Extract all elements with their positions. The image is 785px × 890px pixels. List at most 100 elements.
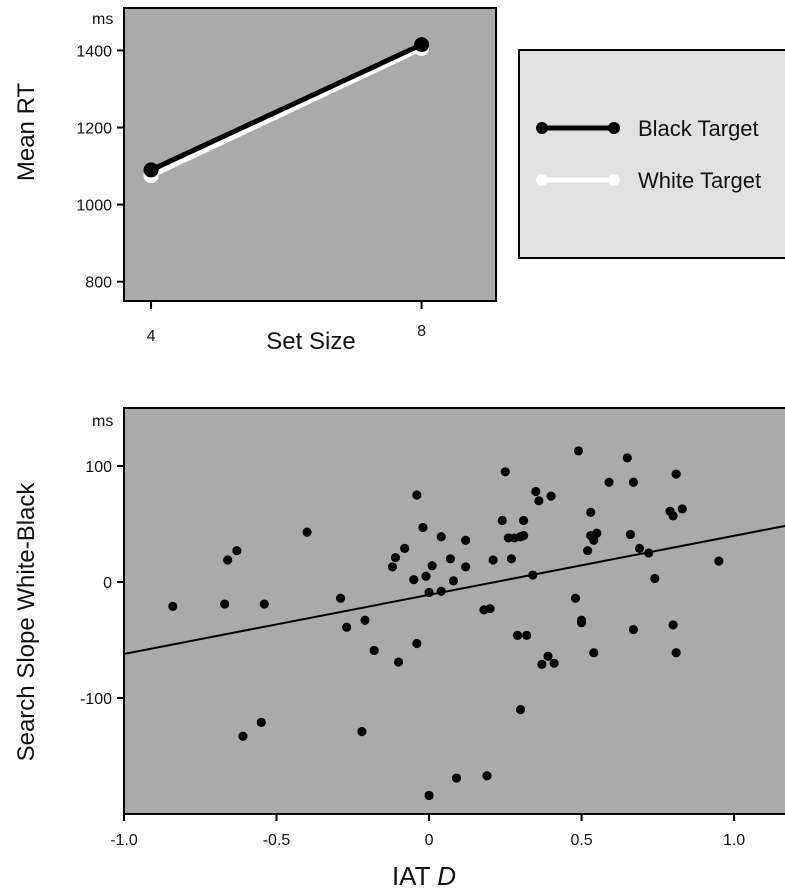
scatter-chart: -100 0 100 -1.0 -0.5 0 0.5 1.0 ms Search Slope… — [13, 407, 785, 890]
scatter-point — [573, 446, 584, 456]
scatter-y-tick-label: 0 — [103, 575, 112, 592]
scatter-point — [515, 705, 526, 715]
legend-swatch-white-marker — [608, 174, 620, 186]
top-series-line — [149, 46, 423, 178]
scatter-point — [427, 561, 437, 571]
scatter-point — [549, 658, 559, 668]
scatter-point — [537, 659, 547, 669]
scatter-point — [589, 535, 599, 545]
regression-line — [123, 524, 785, 655]
scatter-point — [369, 645, 379, 656]
scatter-point — [360, 615, 370, 625]
scatter-point — [628, 624, 639, 635]
scatter-point — [668, 620, 678, 630]
scatter-point — [671, 469, 681, 479]
scatter-point — [634, 543, 645, 553]
scatter-point — [445, 554, 455, 564]
scatter-point — [409, 575, 419, 585]
scatter-point — [220, 599, 230, 609]
scatter-x-tick-label: 0.5 — [570, 832, 592, 849]
scatter-y-tick-label: -100 — [80, 691, 112, 708]
top-y-axis: 800 1000 1200 1400 — [76, 43, 124, 292]
scatter-point — [451, 773, 462, 783]
scatter-point — [677, 504, 687, 514]
scatter-point — [531, 486, 541, 497]
scatter-point — [534, 496, 544, 506]
scatter-point — [519, 531, 529, 541]
scatter-point — [583, 546, 593, 556]
scatter-point — [622, 453, 632, 463]
top-y-tick-label: 1200 — [76, 121, 112, 138]
scatter-point — [570, 593, 581, 603]
scatter-point — [387, 562, 398, 572]
scatter-point — [604, 477, 614, 487]
scatter-point — [412, 490, 422, 500]
scatter-y-axis-label: Search Slope White-Black — [13, 482, 40, 762]
scatter-point — [412, 638, 422, 649]
scatter-point — [625, 529, 635, 540]
scatter-point — [259, 599, 269, 609]
scatter-y-unit: ms — [92, 413, 113, 430]
scatter-point — [400, 543, 410, 553]
scatter-point — [512, 630, 523, 640]
scatter-points-group — [168, 446, 724, 801]
top-series-black-target — [143, 37, 430, 178]
scatter-point — [223, 555, 233, 565]
top-y-axis-label: Mean RT — [13, 83, 40, 182]
scatter-x-tick-label: 1.0 — [723, 832, 745, 849]
scatter-point — [256, 717, 266, 727]
top-x-axis-label: Set Size — [266, 328, 355, 355]
top-series-marker — [143, 162, 159, 178]
top-x-tick-label: 8 — [417, 323, 426, 340]
scatter-point — [342, 622, 352, 632]
legend-box — [518, 49, 785, 259]
scatter-x-axis: -1.0 -0.5 0 0.5 1.0 — [110, 814, 745, 849]
scatter-point — [485, 604, 495, 614]
scatter-y-axis: -100 0 100 — [80, 459, 124, 708]
top-y-tick-label: 800 — [85, 275, 112, 292]
scatter-y-tick-label: 100 — [85, 459, 112, 476]
scatter-point — [232, 546, 242, 556]
scatter-point — [357, 727, 367, 737]
scatter-point — [671, 648, 681, 658]
top-y-tick-label: 1000 — [76, 198, 112, 215]
scatter-x-axis-label: IAT D — [392, 861, 456, 890]
scatter-x-tick-label: -0.5 — [263, 832, 291, 849]
scatter-point — [424, 790, 434, 801]
scatter-point — [482, 771, 492, 781]
scatter-point — [628, 477, 639, 487]
scatter-point — [519, 515, 529, 526]
scatter-point — [506, 554, 517, 564]
legend-swatch-white-marker — [536, 174, 548, 186]
scatter-point — [448, 576, 459, 586]
scatter-point — [421, 571, 431, 581]
scatter-point — [500, 467, 510, 477]
scatter-point — [436, 532, 446, 542]
scatter-point — [390, 553, 401, 563]
scatter-point — [586, 507, 596, 517]
scatter-x-axis-label-main: IAT — [392, 861, 431, 890]
scatter-point — [168, 601, 178, 611]
legend: Black Target White Target — [518, 49, 785, 259]
scatter-point — [576, 618, 587, 628]
legend-item-black-target: Black Target — [536, 116, 759, 141]
scatter-point — [461, 535, 471, 545]
scatter-point — [668, 511, 678, 521]
legend-swatch-black-marker — [536, 122, 548, 134]
scatter-point — [461, 562, 471, 572]
scatter-point — [302, 527, 312, 537]
top-series-group — [143, 37, 430, 184]
scatter-point — [522, 630, 532, 640]
scatter-point — [497, 515, 507, 526]
top-x-tick-label: 4 — [147, 328, 156, 345]
top-y-tick-label: 1400 — [76, 43, 112, 60]
scatter-point — [238, 731, 248, 741]
scatter-point — [714, 556, 724, 566]
scatter-point — [589, 648, 599, 658]
scatter-point — [543, 651, 553, 661]
legend-label-black-target: Black Target — [638, 116, 759, 141]
scatter-x-tick-label: 0 — [425, 832, 434, 849]
